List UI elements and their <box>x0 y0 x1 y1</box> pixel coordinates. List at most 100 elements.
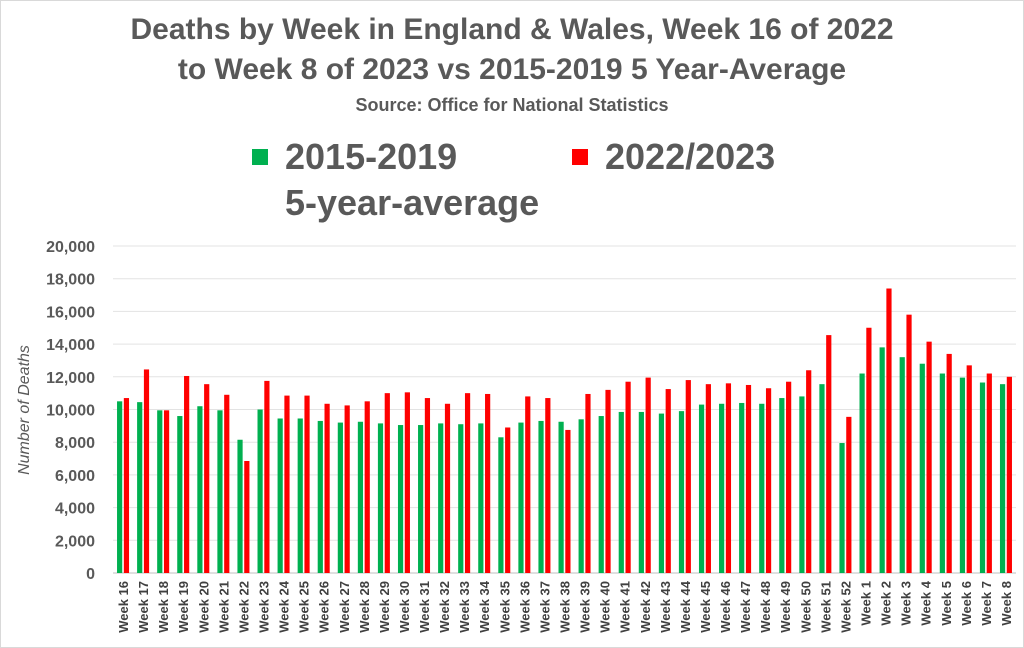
bar-current <box>625 381 631 573</box>
bar-average <box>377 423 384 573</box>
x-tick-label: Week 32 <box>437 581 452 633</box>
chart-title-line-1: Deaths by Week in England & Wales, Week … <box>130 13 894 46</box>
bar-current <box>605 389 611 573</box>
bar-average <box>177 416 183 573</box>
chart-title-line-2: to Week 8 of 2023 vs 2015-2019 5 Year-Av… <box>177 53 847 86</box>
bar-average <box>418 425 424 573</box>
bar-current <box>324 403 330 573</box>
bar-current <box>946 353 952 573</box>
x-tick-label: Week 8 <box>999 581 1014 626</box>
bar-average <box>698 404 705 573</box>
bar-current <box>886 288 892 573</box>
x-tick-label: Week 17 <box>136 581 151 633</box>
x-tick-label: Week 36 <box>517 581 532 633</box>
bar-average <box>999 384 1006 573</box>
bar-current <box>424 398 431 573</box>
bar-average <box>979 382 986 573</box>
y-tick-label: 16,000 <box>46 304 95 321</box>
bar-average <box>879 347 885 573</box>
bar-average <box>759 403 765 573</box>
bar-average <box>959 377 966 573</box>
bar-current <box>846 416 852 573</box>
x-tick-label: Week 20 <box>196 581 211 633</box>
bar-average <box>337 422 343 573</box>
bar-current <box>264 380 270 573</box>
x-tick-label: Week 33 <box>457 581 472 633</box>
bar-average <box>638 411 644 573</box>
y-tick-label: 0 <box>86 566 95 583</box>
bar-average <box>558 421 564 573</box>
bar-current <box>525 396 531 573</box>
bar-current <box>224 394 230 573</box>
bar-average <box>317 420 323 573</box>
x-tick-label: Week 35 <box>497 581 512 633</box>
bar-current <box>906 314 912 573</box>
y-tick-label: 20,000 <box>46 239 95 256</box>
chart-subtitle: Source: Office for National Statistics <box>355 95 669 115</box>
bar-current <box>685 380 691 573</box>
x-tick-label: Week 37 <box>537 581 552 633</box>
bar-average <box>839 443 845 573</box>
x-tick-label: Week 16 <box>116 581 131 633</box>
bar-average <box>217 410 223 573</box>
bar-current <box>344 405 350 573</box>
x-tick-label: Week 27 <box>337 581 352 633</box>
bar-current <box>725 383 732 573</box>
bar-average <box>919 363 925 573</box>
bar-current <box>384 393 390 573</box>
x-tick-label: Week 18 <box>156 581 171 633</box>
bar-average <box>538 420 544 573</box>
x-tick-label: Week 3 <box>899 581 914 626</box>
bar-average <box>257 409 263 573</box>
x-tick-label: Week 7 <box>979 581 994 626</box>
x-tick-label: Week 4 <box>919 580 934 625</box>
x-tick-label: Week 44 <box>678 580 693 633</box>
x-tick-label: Week 21 <box>216 581 231 633</box>
x-tick-label: Week 34 <box>477 580 492 633</box>
x-tick-label: Week 30 <box>397 581 412 633</box>
bar-average <box>658 413 665 573</box>
y-tick-label: 6,000 <box>55 468 95 485</box>
x-tick-label: Week 26 <box>317 581 332 633</box>
bar-current <box>464 393 471 573</box>
x-tick-label: Week 19 <box>176 581 191 633</box>
legend-swatch-current <box>572 149 588 165</box>
bar-current <box>204 384 210 573</box>
x-tick-label: Week 46 <box>718 581 733 633</box>
y-tick-label: 12,000 <box>46 370 95 387</box>
x-tick-label: Week 25 <box>297 581 312 633</box>
bar-average <box>458 424 464 573</box>
bar-current <box>745 384 752 573</box>
y-tick-label: 4,000 <box>55 501 95 518</box>
bar-current <box>966 365 972 573</box>
bar-average <box>137 402 143 573</box>
bar-current <box>826 335 832 573</box>
bar-average <box>518 422 524 573</box>
x-tick-label: Week 22 <box>236 581 251 633</box>
x-tick-label: Week 41 <box>618 581 633 633</box>
bar-average <box>719 403 725 573</box>
bar-average <box>157 410 163 573</box>
bar-current <box>986 373 992 573</box>
bar-average <box>819 384 825 573</box>
y-tick-label: 10,000 <box>46 403 95 420</box>
bar-average <box>478 423 484 573</box>
x-tick-label: Week 38 <box>558 581 573 633</box>
bar-current <box>485 393 491 573</box>
bar-current <box>284 395 290 573</box>
bar-current <box>705 384 711 573</box>
bar-average <box>297 418 303 573</box>
bar-current <box>505 427 511 573</box>
bar-average <box>357 421 364 573</box>
bar-average <box>578 419 584 573</box>
bar-average <box>939 373 945 573</box>
bar-average <box>779 398 785 573</box>
bar-average <box>598 416 604 573</box>
legend-label-current: 2022/2023 <box>605 136 776 177</box>
bar-current <box>184 375 190 573</box>
y-tick-label: 14,000 <box>46 337 95 354</box>
bar-average <box>498 437 504 573</box>
x-tick-label: Week 2 <box>879 581 894 626</box>
bar-current <box>404 392 410 573</box>
